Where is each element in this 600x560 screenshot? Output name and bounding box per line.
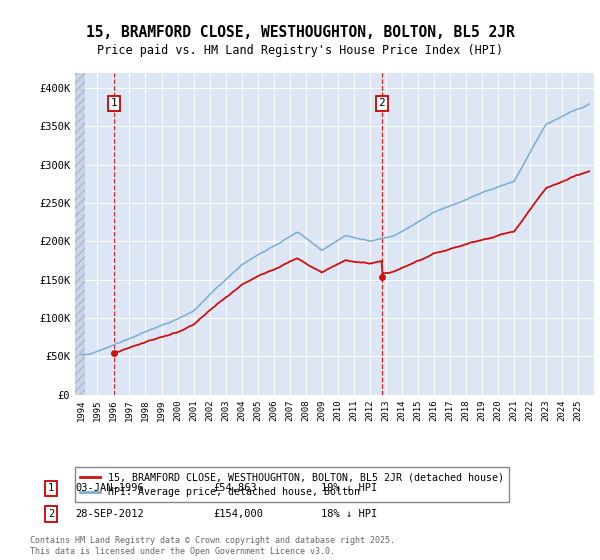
Legend: 15, BRAMFORD CLOSE, WESTHOUGHTON, BOLTON, BL5 2JR (detached house), HPI: Average: 15, BRAMFORD CLOSE, WESTHOUGHTON, BOLTON… — [75, 468, 509, 502]
Text: Price paid vs. HM Land Registry's House Price Index (HPI): Price paid vs. HM Land Registry's House … — [97, 44, 503, 57]
Text: 15, BRAMFORD CLOSE, WESTHOUGHTON, BOLTON, BL5 2JR: 15, BRAMFORD CLOSE, WESTHOUGHTON, BOLTON… — [86, 25, 514, 40]
Text: 2: 2 — [48, 509, 54, 519]
Text: £54,863: £54,863 — [213, 483, 257, 493]
Text: 03-JAN-1996: 03-JAN-1996 — [75, 483, 144, 493]
Text: £154,000: £154,000 — [213, 509, 263, 519]
Text: 18% ↓ HPI: 18% ↓ HPI — [321, 509, 377, 519]
Text: 19% ↓ HPI: 19% ↓ HPI — [321, 483, 377, 493]
Text: 1: 1 — [111, 99, 118, 109]
Bar — [75, 73, 85, 395]
Text: Contains HM Land Registry data © Crown copyright and database right 2025.
This d: Contains HM Land Registry data © Crown c… — [30, 535, 395, 557]
Text: 28-SEP-2012: 28-SEP-2012 — [75, 509, 144, 519]
Text: 1: 1 — [48, 483, 54, 493]
Text: 2: 2 — [379, 99, 385, 109]
